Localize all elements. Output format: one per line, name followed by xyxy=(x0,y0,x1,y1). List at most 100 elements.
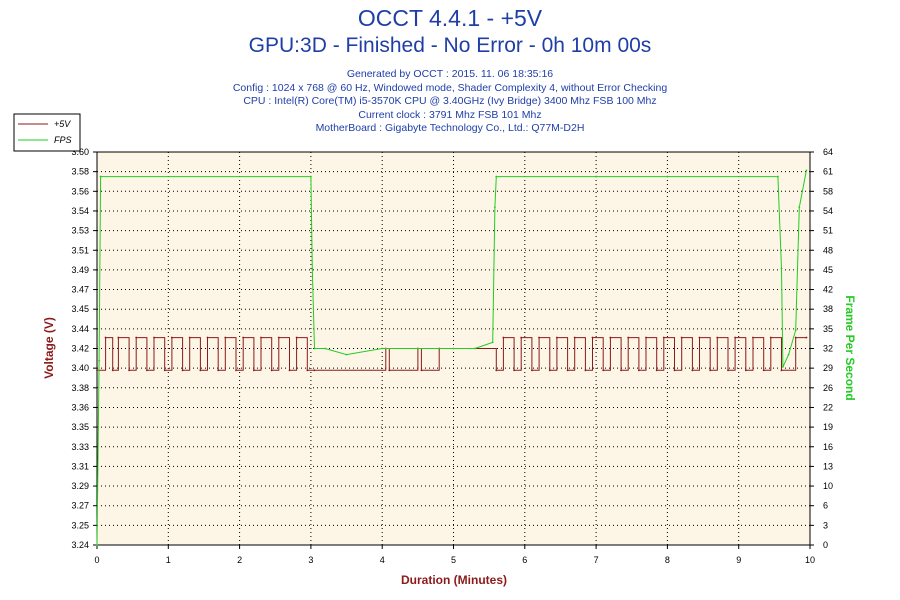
y-right-tick-label: 16 xyxy=(823,442,833,452)
series xyxy=(96,169,808,546)
y-right-tick-label: 6 xyxy=(823,501,828,511)
info-config: Config : 1024 x 768 @ 60 Hz, Windowed mo… xyxy=(232,81,668,94)
data-point-voltage xyxy=(727,369,729,372)
data-point-voltage xyxy=(135,336,138,339)
y-left-tick-label: 3.53 xyxy=(71,226,89,236)
series-line-voltage xyxy=(97,337,807,371)
y-left-tick-label: 3.36 xyxy=(71,402,89,412)
y-right-tick-label: 26 xyxy=(823,383,833,393)
y-right-tick-label: 10 xyxy=(823,481,833,491)
y-left-tick-label: 3.24 xyxy=(71,540,89,550)
data-point-fps xyxy=(96,544,98,546)
data-point-voltage xyxy=(188,336,191,339)
data-point-voltage xyxy=(662,336,665,339)
data-point-fps xyxy=(493,206,496,209)
data-point-voltage xyxy=(502,336,505,339)
data-point-fps xyxy=(595,175,597,178)
data-point-voltage xyxy=(538,336,540,339)
y-left-tick-label: 3.25 xyxy=(71,520,89,530)
data-point-voltage xyxy=(716,336,719,339)
data-point-voltage xyxy=(734,336,737,339)
y-left-tick-label: 3.33 xyxy=(71,442,89,452)
data-point-fps xyxy=(311,267,314,270)
data-point-voltage xyxy=(181,369,184,372)
data-point-voltage xyxy=(709,369,712,372)
data-point-fps xyxy=(473,347,476,350)
y-right-tick-label: 51 xyxy=(823,226,833,236)
y-right-tick-label: 61 xyxy=(823,167,833,177)
data-point-voltage xyxy=(752,336,754,339)
data-point-fps xyxy=(452,347,455,350)
info-motherboard: MotherBoard : Gigabyte Technology Co., L… xyxy=(315,122,585,134)
data-point-voltage xyxy=(555,336,558,339)
data-point-voltage xyxy=(111,369,114,372)
y-right-axis-label: Frame Per Second xyxy=(843,295,857,400)
x-tick-label: 2 xyxy=(237,555,242,565)
data-point-voltage xyxy=(794,336,797,339)
data-point-voltage xyxy=(170,336,173,339)
data-point-voltage xyxy=(602,369,605,372)
y-right-tick-label: 48 xyxy=(823,245,833,255)
y-right-tick-label: 13 xyxy=(823,461,833,471)
x-tick-label: 10 xyxy=(805,555,815,565)
y-left-tick-label: 3.54 xyxy=(71,206,89,216)
y-right-tick-label: 54 xyxy=(823,206,833,216)
data-point-voltage xyxy=(691,369,694,372)
data-point-voltage xyxy=(217,369,220,372)
data-point-voltage xyxy=(163,369,166,372)
y-right-tick-label: 64 xyxy=(823,147,833,157)
data-point-voltage xyxy=(609,336,612,339)
y-right-tick-label: 42 xyxy=(823,285,833,295)
data-point-voltage xyxy=(805,336,808,339)
data-point-voltage xyxy=(206,336,209,339)
y-left-tick-label: 3.45 xyxy=(71,304,89,314)
data-point-voltage xyxy=(673,369,676,372)
legend-box xyxy=(13,113,81,152)
data-point-fps xyxy=(780,267,783,270)
data-point-voltage xyxy=(270,369,273,372)
data-point-voltage xyxy=(744,369,747,372)
data-point-voltage xyxy=(566,369,569,372)
y-left-tick-label: 3.29 xyxy=(71,481,89,491)
x-tick-label: 8 xyxy=(665,555,670,565)
data-point-fps xyxy=(805,169,808,172)
legend-voltage-label: +5V xyxy=(54,119,71,129)
y-right-tick-label: 38 xyxy=(823,304,833,314)
data-point-voltage xyxy=(762,369,765,372)
series-line-fps xyxy=(96,170,807,546)
data-point-voltage xyxy=(128,369,130,372)
x-tick-label: 5 xyxy=(451,555,456,565)
y-left-tick-label: 3.35 xyxy=(71,422,89,432)
data-point-voltage xyxy=(584,369,587,372)
data-point-voltage xyxy=(645,336,647,339)
data-point-fps xyxy=(381,347,384,350)
data-point-voltage xyxy=(199,369,202,372)
y-left-tick-label: 3.47 xyxy=(71,285,89,295)
data-point-voltage xyxy=(548,369,551,372)
y-left-tick-label: 3.49 xyxy=(71,265,89,275)
y-left-tick-label: 3.56 xyxy=(71,186,89,196)
chart-title: OCCT 4.4.1 - +5V xyxy=(357,5,543,31)
data-point-voltage xyxy=(780,369,783,372)
y-right-tick-label: 0 xyxy=(823,540,828,550)
data-point-fps xyxy=(666,175,669,178)
data-point-fps xyxy=(98,359,101,362)
y-left-tick-label: 3.31 xyxy=(71,461,89,471)
x-tick-label: 7 xyxy=(594,555,599,565)
data-point-voltage xyxy=(420,369,423,372)
data-point-voltage xyxy=(288,369,291,372)
data-point-fps xyxy=(416,347,419,350)
x-axis-label: Duration (Minutes) xyxy=(401,573,507,587)
data-point-fps xyxy=(324,347,327,350)
x-tick-label: 3 xyxy=(308,555,313,565)
data-point-voltage xyxy=(306,369,309,372)
data-point-voltage xyxy=(573,336,576,339)
y-left-tick-label: 3.27 xyxy=(71,501,89,511)
data-point-voltage xyxy=(627,336,630,339)
data-point-voltage xyxy=(224,336,227,339)
y-left-axis-label: Voltage (V) xyxy=(42,317,56,379)
data-point-fps xyxy=(313,347,316,350)
data-point-fps xyxy=(794,329,797,331)
data-point-voltage xyxy=(637,369,640,372)
